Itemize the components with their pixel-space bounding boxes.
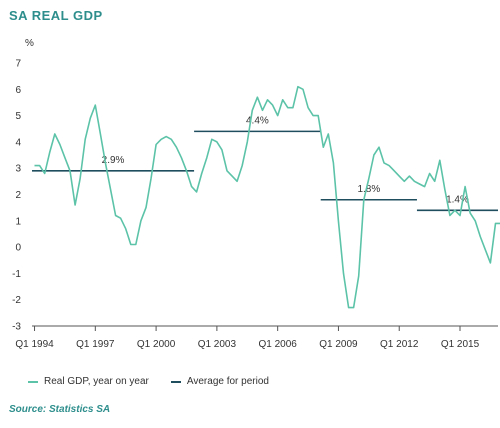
chart-title: SA REAL GDP [9, 8, 103, 23]
gdp-series-line [34, 85, 500, 309]
y-tick-label: 0 [15, 243, 21, 254]
legend-label-average: Average for period [186, 376, 269, 387]
y-tick-label: 7 [15, 59, 21, 70]
legend-swatch-average [170, 380, 181, 383]
average-label: 1.4% [446, 194, 469, 205]
y-tick-label: 4 [15, 137, 21, 148]
y-tick-label: 3 [15, 164, 21, 175]
y-tick-label: -3 [12, 322, 21, 333]
y-tick-label: -1 [12, 269, 21, 280]
average-label: 2.9% [102, 155, 125, 166]
y-tick-label: -2 [12, 295, 21, 306]
x-tick-label: Q1 2015 [441, 339, 480, 350]
x-tick-label: Q1 1994 [15, 339, 54, 350]
x-tick-label: Q1 2003 [198, 339, 237, 350]
legend-item-gdp: Real GDP, year on year [28, 376, 149, 387]
legend-label-gdp: Real GDP, year on year [44, 376, 149, 387]
x-tick-label: Q1 2006 [258, 339, 297, 350]
legend-swatch-gdp [28, 380, 38, 383]
legend: Real GDP, year on year Average for perio… [28, 376, 291, 387]
legend-item-average: Average for period [170, 376, 269, 387]
y-axis: -3 -2 -1 0 1 2 3 4 5 6 7 [12, 59, 21, 333]
average-label: 4.4% [246, 115, 269, 126]
x-tick-label: Q1 2012 [380, 339, 419, 350]
source-note: Source: Statistics SA [9, 404, 111, 415]
series-group [34, 85, 500, 309]
y-tick-label: 6 [15, 85, 21, 96]
y-tick-label: 1 [15, 216, 21, 227]
x-tick-label: Q1 2000 [137, 339, 176, 350]
average-label: 1.8% [357, 184, 380, 195]
x-tick-label: Q1 1997 [76, 339, 115, 350]
y-axis-unit-label: % [25, 38, 34, 49]
y-tick-label: 5 [15, 111, 21, 122]
x-axis: Q1 1994 Q1 1997 Q1 2000 Q1 2003 Q1 2006 Q1 20… [15, 325, 498, 350]
y-tick-label: 2 [15, 190, 21, 201]
x-tick-label: Q1 2009 [319, 339, 358, 350]
average-lines: 2.9% 4.4% 1.8% 1.4% [32, 115, 498, 212]
